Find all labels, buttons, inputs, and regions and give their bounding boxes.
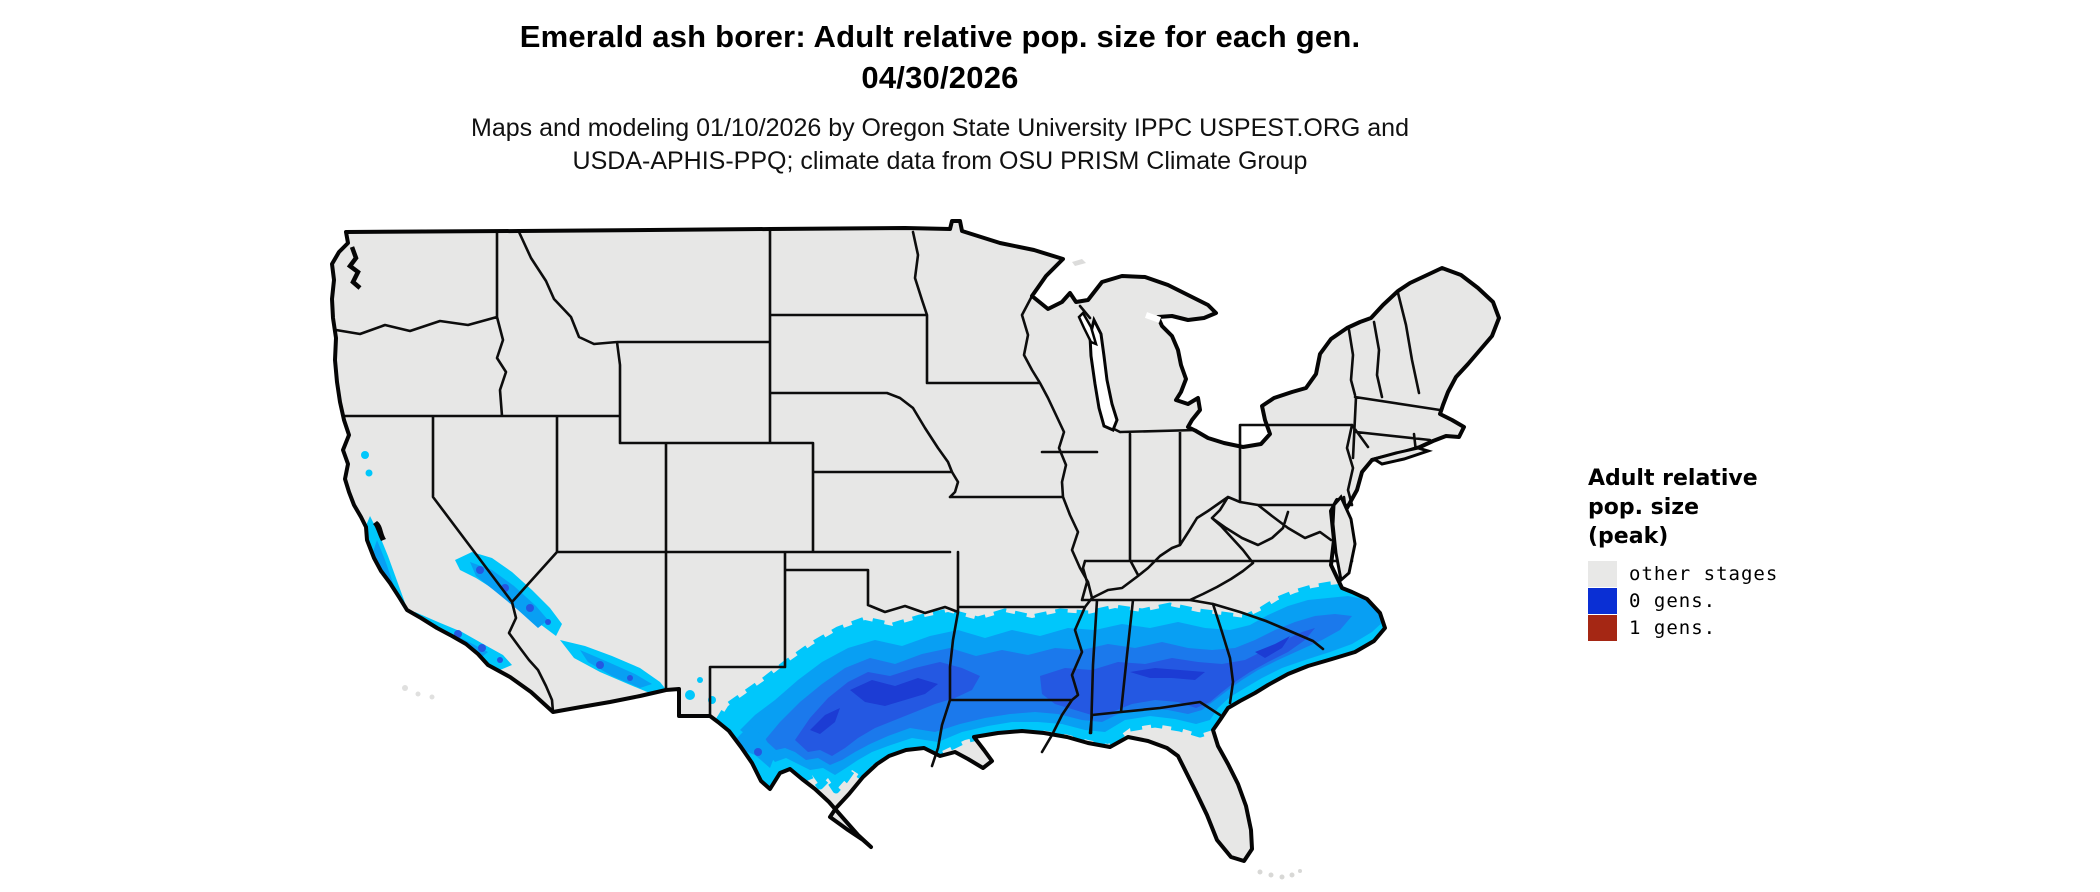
patch-az-se-deep-2 <box>627 675 633 681</box>
patch-nm-dot-3 <box>697 677 703 683</box>
pop-shading-layer <box>361 451 1419 794</box>
green-bay <box>1077 310 1098 347</box>
subtitle-line-1: Maps and modeling 01/10/2026 by Oregon S… <box>471 114 1409 142</box>
legend-label-other-stages: other stages <box>1629 562 1779 585</box>
isle-royale <box>1072 259 1086 266</box>
pop-core-deep-3 <box>1255 636 1290 658</box>
patch-socal-coast-deep <box>467 675 473 681</box>
legend-swatch-other-stages <box>1588 560 1617 587</box>
lake-michigan <box>1088 315 1119 433</box>
legend-title: Adult relative pop. size (peak) <box>1588 464 1888 551</box>
map-subtitle: Maps and modeling 01/10/2026 by Oregon S… <box>0 112 1880 178</box>
patch-az-se-deep-1 <box>596 661 604 669</box>
pop-core-deep-1 <box>850 678 938 706</box>
subtitle-line-2: USDA-APHIS-PPQ; climate data from OSU PR… <box>572 147 1308 175</box>
page-title: Emerald ash borer: Adult relative pop. s… <box>0 16 1880 98</box>
legend-title-line-3: (peak) <box>1588 524 1669 549</box>
mackinac-straits <box>1144 312 1162 323</box>
legend-swatch-0-gens <box>1588 587 1617 614</box>
legend-label-1-gens: 1 gens. <box>1629 616 1717 639</box>
san-francisco-bay <box>373 521 386 541</box>
patch-fl-dot-1 <box>1092 735 1098 741</box>
patch-nm-dot-1 <box>685 690 695 700</box>
patch-az-deep-1 <box>476 566 484 574</box>
patch-wtx-azure <box>735 725 775 768</box>
legend-title-line-1: Adult relative <box>1588 466 1758 491</box>
puget-sound <box>346 246 362 290</box>
legend: Adult relative pop. size (peak) other st… <box>1588 464 1888 641</box>
legend-item-other-stages: other stages <box>1588 560 1888 587</box>
legend-item-0-gens: 0 gens. <box>1588 587 1888 614</box>
legend-label-0-gens: 0 gens. <box>1629 589 1717 612</box>
legend-items: other stages 0 gens. 1 gens. <box>1588 560 1888 641</box>
patch-az-deep-3 <box>526 604 534 612</box>
title-line-2: 04/30/2026 <box>861 60 1019 95</box>
patch-wtx-deep <box>754 748 762 756</box>
legend-swatch-1-gens <box>1588 614 1617 641</box>
florida-keys <box>1257 869 1302 880</box>
patch-az-deep-4 <box>545 619 551 625</box>
patch-ca-dot-1 <box>361 451 369 459</box>
state-borders <box>334 227 1442 768</box>
patch-ca-dot-2 <box>365 469 373 477</box>
title-line-1: Emerald ash borer: Adult relative pop. s… <box>519 19 1361 54</box>
delmarva-peninsula <box>1331 494 1357 583</box>
header: Emerald ash borer: Adult relative pop. s… <box>0 16 1880 178</box>
patch-socal-deep-2 <box>478 644 486 652</box>
us-landmass <box>332 221 1499 861</box>
legend-title-line-2: pop. size <box>1588 495 1699 520</box>
pop-core-deep-2 <box>1130 668 1205 680</box>
patch-az-se-azure <box>580 650 652 688</box>
legend-item-1-gens: 1 gens. <box>1588 614 1888 641</box>
channel-islands <box>402 685 435 700</box>
pop-core-deep-4 <box>810 708 840 734</box>
us-coastline <box>330 219 1501 863</box>
patch-socal-deep-3 <box>497 657 503 663</box>
long-island <box>1370 446 1433 466</box>
